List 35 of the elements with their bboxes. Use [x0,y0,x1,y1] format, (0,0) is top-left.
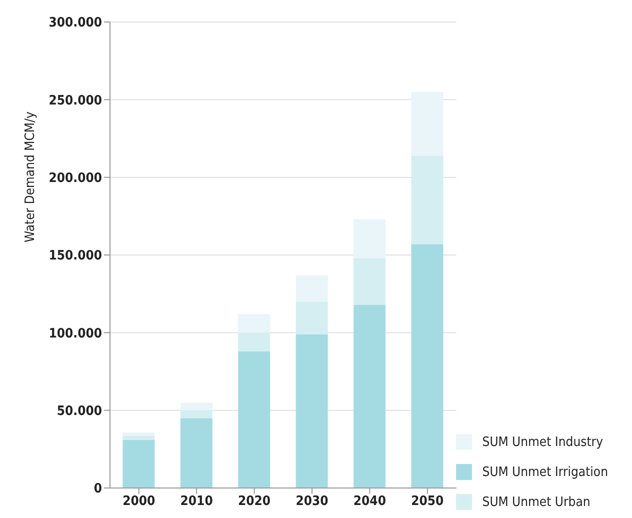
x-tick-label: 2030 [296,494,328,510]
bar [180,410,212,418]
bar [354,219,386,258]
y-tick-label: 100.000 [48,326,102,342]
y-tick-label: 150.000 [48,248,102,264]
x-tick-label: 2010 [180,494,213,510]
bar [238,314,270,333]
bar [122,436,155,440]
bar [238,332,270,352]
bar [411,156,444,244]
x-tick-label: 2040 [353,494,386,510]
x-tick-label: 2050 [411,494,444,510]
y-tick-label: 0 [94,482,102,497]
bar [296,275,328,302]
x-tick-label: 2000 [122,494,156,510]
bar [296,334,328,488]
bar [180,418,212,488]
x-tick-label: 2020 [238,494,271,510]
y-tick-label: 200.000 [48,170,102,186]
bar [238,351,270,488]
legend-label: SUM Unmet Industry [482,435,604,450]
bar [354,304,386,488]
bar [180,402,212,410]
y-axis-title: Water Demand MCM/y [23,112,38,242]
y-tick-label: 250.000 [48,93,102,108]
y-tick-label: 50.000 [56,404,102,419]
bar [122,432,155,436]
bar [411,244,444,488]
bar [122,440,155,488]
legend-label: SUM Unmet Irrigation [482,465,608,480]
bar [354,258,386,305]
legend-label: SUM Unmet Urban [482,495,590,510]
bar [411,92,444,156]
y-tick-label: 300.000 [48,16,102,31]
bar [296,302,328,334]
